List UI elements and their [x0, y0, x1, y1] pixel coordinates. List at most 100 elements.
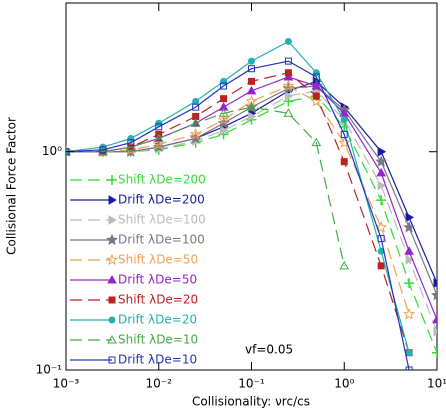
marker — [127, 139, 135, 147]
marker — [246, 102, 257, 111]
marker — [283, 108, 294, 117]
marker — [192, 103, 200, 111]
marker — [377, 146, 387, 157]
marker — [405, 366, 413, 370]
marker — [284, 69, 292, 77]
marker — [433, 326, 437, 337]
marker — [310, 95, 323, 107]
legend-label: Shift λDe=100 — [118, 213, 206, 227]
marker — [248, 111, 257, 122]
marker — [152, 138, 165, 150]
marker — [218, 108, 229, 117]
marker — [220, 125, 229, 136]
legend-label: Drift λDe=100 — [118, 233, 205, 247]
marker — [284, 91, 294, 101]
marker — [377, 235, 385, 243]
x-tick-label: 10⁻² — [146, 377, 173, 391]
plot-area — [66, 37, 437, 370]
marker — [403, 221, 416, 233]
marker — [98, 146, 108, 156]
marker — [190, 118, 201, 127]
marker — [375, 221, 388, 233]
series-line — [66, 40, 410, 353]
marker — [246, 85, 257, 95]
marker — [248, 65, 255, 73]
marker — [404, 246, 414, 255]
legend-marker — [108, 316, 116, 324]
marker — [404, 278, 415, 289]
y-axis-label: Collisional Force Factor — [5, 117, 19, 255]
marker — [432, 314, 437, 324]
marker — [220, 82, 228, 90]
marker — [339, 108, 350, 117]
legend-label: Drift λDe=200 — [118, 193, 205, 207]
legend-marker — [108, 296, 116, 304]
marker — [340, 158, 348, 166]
marker — [282, 79, 295, 92]
legend-marker — [107, 334, 117, 344]
legend-label: Shift λDe=200 — [118, 173, 206, 187]
marker — [245, 100, 258, 113]
marker — [284, 37, 292, 45]
legend-label: Drift λDe=10 — [118, 353, 197, 367]
marker — [284, 57, 292, 65]
marker — [312, 92, 320, 100]
x-axis-label: Collisionality: νrc/cs — [192, 395, 310, 409]
x-tick-label: 10⁻¹ — [238, 377, 265, 391]
marker — [153, 133, 164, 142]
marker — [403, 307, 416, 320]
annotation: vf=0.05 — [245, 343, 293, 357]
marker — [340, 130, 348, 138]
legend-label: Drift λDe=50 — [118, 273, 197, 287]
marker — [377, 180, 387, 191]
marker — [431, 288, 437, 301]
x-tick-label: 10¹ — [427, 377, 446, 391]
marker — [220, 95, 228, 103]
marker — [311, 137, 322, 147]
marker — [405, 349, 413, 357]
marker — [340, 116, 348, 124]
y-tick-label: 10⁻¹ — [36, 363, 63, 377]
marker — [189, 132, 202, 144]
marker — [339, 260, 350, 270]
marker — [127, 134, 135, 142]
marker — [338, 136, 351, 148]
legend-label: Shift λDe=50 — [118, 253, 198, 267]
legend-marker — [108, 195, 118, 205]
marker — [312, 69, 320, 77]
marker — [405, 254, 415, 265]
marker — [405, 212, 415, 223]
marker — [248, 77, 255, 85]
y-tick-label: 10⁰ — [42, 144, 62, 158]
legend-label: Shift λDe=10 — [118, 333, 198, 347]
marker — [432, 347, 437, 358]
marker — [311, 80, 322, 90]
legend-marker — [108, 215, 118, 225]
legend-marker — [107, 175, 117, 185]
series-line — [66, 60, 410, 370]
legend-marker — [106, 253, 118, 266]
marker — [283, 71, 294, 81]
legend-marker — [108, 356, 116, 364]
marker — [99, 146, 107, 154]
marker — [217, 113, 230, 125]
legend-marker — [107, 274, 117, 284]
legend-marker — [106, 233, 118, 246]
marker — [125, 142, 136, 151]
marker — [312, 73, 320, 81]
marker — [375, 155, 388, 167]
marker — [192, 97, 200, 105]
marker — [217, 116, 230, 129]
series-line — [66, 106, 345, 266]
x-tick-label: 10⁻³ — [53, 377, 80, 391]
legend-label: Shift λDe=20 — [118, 293, 198, 307]
legend-label: Drift λDe=20 — [118, 313, 197, 327]
marker — [376, 167, 387, 177]
x-tick-label: 10⁰ — [334, 377, 354, 391]
series-line — [66, 85, 410, 315]
marker — [155, 123, 163, 131]
marker — [377, 262, 385, 270]
marker — [189, 128, 202, 140]
marker — [66, 145, 72, 157]
